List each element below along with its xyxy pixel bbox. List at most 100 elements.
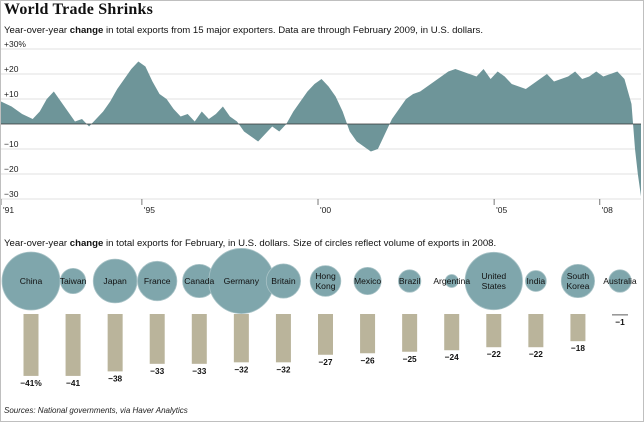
y-tick-label: −20 <box>4 164 19 174</box>
country-label-line: United <box>481 271 506 281</box>
x-tick-label: '00 <box>320 205 331 215</box>
subtitle1-pre: Year-over-year <box>4 25 70 36</box>
volume-circle <box>92 258 138 304</box>
country-label-line: Japan <box>103 276 127 286</box>
y-tick-label: +30% <box>4 39 26 49</box>
country-label-line: Mexico <box>354 276 381 286</box>
volume-circle <box>137 260 178 302</box>
y-tick-label: +10 <box>4 89 19 99</box>
change-bars <box>23 314 628 376</box>
country-label-line: Brazil <box>399 276 421 286</box>
country-label-line: India <box>527 276 546 286</box>
value-label: −24 <box>445 352 459 362</box>
subtitle2-pre: Year-over-year <box>4 238 70 249</box>
y-tick-label: −10 <box>4 139 19 149</box>
volume-circle <box>60 267 87 295</box>
country-label: India <box>527 276 546 286</box>
line-chart-subtitle: Year-over-year change in total exports f… <box>4 25 483 36</box>
country-label: United States <box>481 271 506 291</box>
volume-circle <box>464 251 523 311</box>
change-bar <box>191 314 207 364</box>
value-label: −33 <box>192 366 206 376</box>
value-label: −22 <box>487 349 501 359</box>
country-label: Mexico <box>354 276 381 286</box>
country-label-line: Australia <box>603 276 637 286</box>
value-label: −38 <box>108 373 122 383</box>
volume-circle <box>265 263 301 299</box>
country-label: Japan <box>103 276 127 286</box>
country-label-line: Canada <box>184 276 214 286</box>
change-bar <box>23 314 39 376</box>
value-label: −22 <box>529 349 543 359</box>
country-label: Germany <box>224 276 260 286</box>
subtitle2-post: in total exports for February, in U.S. d… <box>103 238 497 249</box>
change-bar <box>318 314 333 355</box>
value-label: −27 <box>318 357 332 367</box>
country-label: Hong Kong <box>315 271 336 291</box>
change-bar <box>570 314 586 342</box>
country-label-line: Korea <box>566 281 589 291</box>
change-bar <box>612 314 628 316</box>
country-label: France <box>144 276 171 286</box>
country-label: Canada <box>184 276 214 286</box>
change-bar <box>360 314 376 354</box>
change-bar <box>486 314 502 348</box>
value-label: −1 <box>615 317 625 327</box>
volume-circle <box>608 269 632 293</box>
change-bar <box>65 314 81 376</box>
country-label: South Korea <box>566 271 589 291</box>
country-label: Australia <box>603 276 637 286</box>
country-label: Taiwan <box>60 276 87 286</box>
country-labels: China Taiwan Japan France Canada Germany Brita… <box>20 271 637 291</box>
volume-circle <box>1 251 61 311</box>
source-note: Sources: National governments, via Haver… <box>4 406 188 415</box>
y-axis-labels: +30% +20 +10 −10 −20 −30 <box>4 39 26 199</box>
x-tick-label: '05 <box>496 205 507 215</box>
country-label-line: Taiwan <box>60 276 87 286</box>
y-tick-label: −30 <box>4 189 19 199</box>
export-volume-circles <box>1 248 632 314</box>
country-label-line: Kong <box>315 281 335 291</box>
volume-circle <box>444 274 459 288</box>
circle-chart-subtitle: Year-over-year change in total exports f… <box>4 238 496 249</box>
x-tick-label: '95 <box>144 205 155 215</box>
x-tick-label: '91 <box>3 205 14 215</box>
x-tick-label: '08 <box>602 205 613 215</box>
change-bar <box>444 314 460 351</box>
country-label-line: South <box>567 271 590 281</box>
value-label: −25 <box>403 354 417 364</box>
value-label: −41% <box>20 378 42 388</box>
volume-circle <box>309 265 342 297</box>
value-label: −18 <box>571 343 585 353</box>
y-tick-label: +20 <box>4 64 19 74</box>
value-label: −32 <box>276 364 290 374</box>
country-label-line: Germany <box>224 276 260 286</box>
change-bar <box>528 314 544 348</box>
value-label: −26 <box>361 355 375 365</box>
export-change-area <box>1 61 641 197</box>
country-label-line: States <box>482 281 506 291</box>
value-label: −41 <box>66 378 80 388</box>
country-label-line: Argentina <box>433 276 470 286</box>
volume-circle <box>560 263 595 299</box>
change-bar <box>149 314 165 364</box>
value-label: −32 <box>234 364 248 374</box>
value-labels: −41% −41 −38 −33 −33 −32 −32 −27 −26 −25 −24 −22 −22… <box>20 317 625 388</box>
x-axis: '91 '95 '00 '05 '08 <box>1 199 613 215</box>
country-label: China <box>20 276 43 286</box>
volume-circle <box>353 266 382 296</box>
volume-circle <box>525 270 547 292</box>
country-label: Argentina <box>433 276 470 286</box>
country-label-line: France <box>144 276 171 286</box>
volume-circle <box>398 269 422 293</box>
country-label-line: Hong <box>315 271 336 281</box>
subtitle1-bold: change <box>69 25 104 36</box>
country-label-line: China <box>20 276 43 286</box>
page-title: World Trade Shrinks <box>4 1 154 18</box>
value-label: −33 <box>150 366 164 376</box>
subtitle1-post: in total exports from 15 major exporters… <box>103 25 484 36</box>
subtitle2-bold: change <box>69 238 104 249</box>
country-label: Brazil <box>399 276 421 286</box>
